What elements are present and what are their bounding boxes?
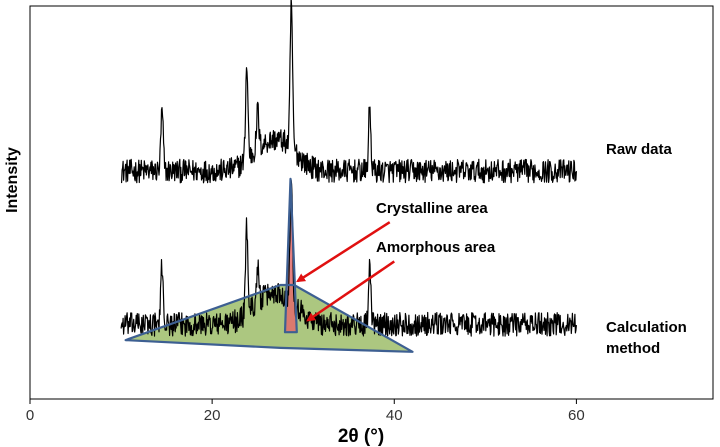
x-tick-label: 20 [204,407,221,424]
amorphous-area-label: Amorphous area [376,239,496,256]
region-outline-crystalline [283,177,298,334]
calc-label-line1: Calculation [606,319,687,336]
x-tick-label: 40 [386,407,403,424]
crystalline-area-label: Crystalline area [376,200,488,217]
region-outline-amorphous [124,283,414,353]
y-axis-title: Intensity [4,147,21,213]
series-lines [120,0,577,337]
x-axis-ticks: 0 20 40 60 [26,399,585,424]
series-line-raw-data [120,0,577,184]
x-axis-title: 2θ (°) [338,426,384,447]
x-tick-label: 60 [568,407,585,424]
x-tick-label: 0 [26,407,34,424]
region-outlines [124,177,414,353]
raw-data-label: Raw data [606,141,673,158]
plot-frame [29,5,714,400]
calc-label-line2: method [606,340,660,357]
annotation-arrow-crystalline [296,221,391,283]
series-line-calculation-method [120,179,577,337]
annotation-arrows [296,221,395,322]
region-fill-amorphous [125,285,413,352]
annotation-arrow-amorphous [306,260,395,322]
